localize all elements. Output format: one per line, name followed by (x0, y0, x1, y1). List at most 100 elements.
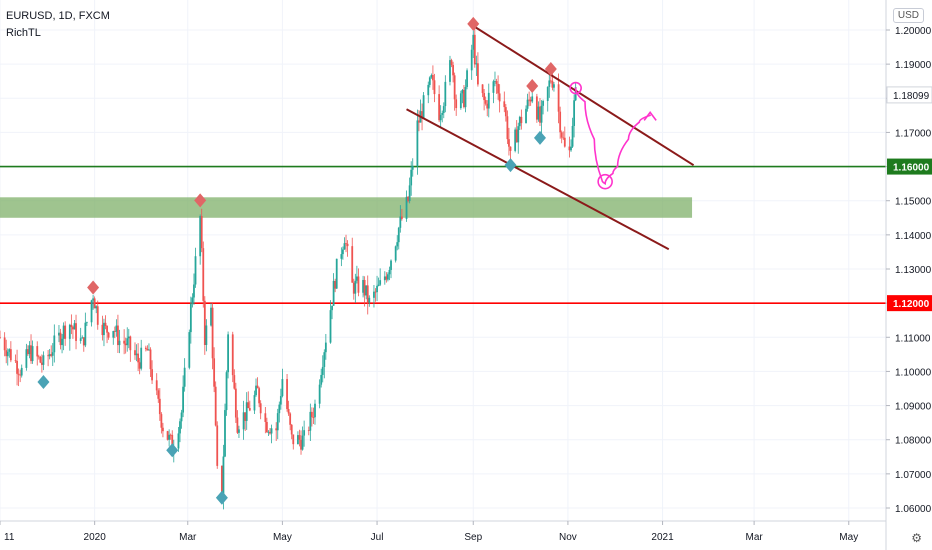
x-tick-label: 2021 (651, 532, 674, 543)
pivot-high-marker (467, 16, 480, 31)
candle-body (258, 388, 261, 404)
candle-body (14, 360, 17, 362)
candle-body (394, 246, 397, 261)
candle-body (244, 412, 247, 421)
y-tick-label: 1.09000 (895, 402, 932, 413)
candle-body (220, 465, 223, 500)
candle-body (255, 385, 257, 396)
candle-body (214, 386, 217, 426)
candle-body (570, 146, 572, 151)
candle-body (112, 331, 115, 338)
candle-body (82, 337, 85, 346)
candle-body (157, 390, 160, 399)
level-price-label: 1.16000 (893, 163, 930, 174)
x-tick-label: May (839, 532, 858, 543)
candle-body (202, 248, 205, 301)
level-price-label: 1.12000 (893, 299, 930, 310)
candle-body (36, 346, 39, 357)
candle-body (289, 413, 292, 425)
y-tick-label: 1.08000 (895, 436, 932, 447)
candle-body (477, 63, 479, 85)
candle-body (492, 81, 495, 93)
candle-body (331, 305, 333, 311)
pivot-high-marker (526, 79, 539, 94)
candle-body (50, 354, 53, 356)
candle-body (368, 297, 371, 303)
candle-body (73, 323, 76, 330)
candle-body (191, 297, 194, 304)
candle-body (334, 280, 337, 289)
candle-body (96, 306, 99, 325)
candle-body (449, 60, 451, 82)
indicator-label[interactable]: RichTL (6, 27, 41, 39)
candle-body (225, 372, 228, 411)
candle-body (379, 280, 382, 285)
candle-body (354, 280, 357, 294)
candle-body (475, 63, 478, 65)
y-axis: 1.200001.190001.180001.170001.160001.150… (885, 0, 932, 550)
candle-body (259, 403, 262, 414)
candle-body (180, 412, 183, 422)
candle-body (51, 352, 54, 356)
level-price-tag (887, 295, 932, 312)
pivot-low-marker (504, 158, 517, 173)
projection-end-arrow (643, 111, 657, 121)
candle-body (126, 338, 129, 346)
pivot-markers (37, 16, 557, 505)
candle-body (95, 306, 98, 309)
candle-body (253, 395, 256, 411)
candle-body (494, 81, 496, 82)
candle-body (275, 428, 278, 431)
candle-body (27, 349, 29, 355)
channel-line (406, 108, 670, 251)
candle-body (3, 337, 6, 351)
candle-body (303, 430, 306, 436)
candle-body (200, 216, 203, 249)
y-tick-label: 1.17000 (895, 128, 932, 139)
candle-body (463, 89, 465, 108)
candle-body (498, 93, 501, 102)
candle-body (160, 414, 163, 428)
candle-body (573, 100, 576, 126)
candle-body (298, 435, 301, 440)
candle-body (231, 334, 234, 376)
candle-body (0, 337, 1, 339)
candle-body (542, 100, 544, 106)
currency-badge[interactable]: USD (892, 8, 924, 23)
candle-body (433, 80, 436, 95)
candle-body (182, 386, 184, 413)
candle-body (332, 280, 335, 306)
candle-body (539, 106, 541, 123)
candle-body (179, 421, 181, 434)
projection-low-circle (597, 173, 613, 190)
candle-body (233, 375, 236, 389)
candle-body (169, 434, 172, 436)
candle-body (203, 300, 206, 345)
candle-body (438, 94, 441, 121)
horizontal-level-lines (0, 165, 886, 304)
candle-body (529, 99, 532, 102)
gear-icon[interactable]: ⚙ (911, 531, 922, 545)
candle-body (400, 216, 403, 219)
candle-body (559, 111, 562, 133)
candle-body (148, 349, 150, 351)
candle-body (222, 456, 225, 500)
candle-body (211, 307, 214, 359)
candle-body (483, 93, 486, 101)
candle-body (427, 84, 430, 96)
pivot-low-marker (215, 490, 228, 505)
candle-body (216, 425, 219, 466)
candle-body (300, 439, 302, 450)
candle-body (362, 279, 364, 293)
candle-body (342, 249, 344, 255)
candle-body (452, 65, 454, 76)
candle-body (162, 427, 164, 432)
candle-body (470, 49, 473, 71)
candle-body (335, 258, 338, 289)
candle-body (314, 403, 316, 418)
candle-body (503, 101, 506, 108)
candle-body (135, 353, 138, 356)
candle-body (509, 146, 512, 151)
candle-body (549, 80, 552, 82)
